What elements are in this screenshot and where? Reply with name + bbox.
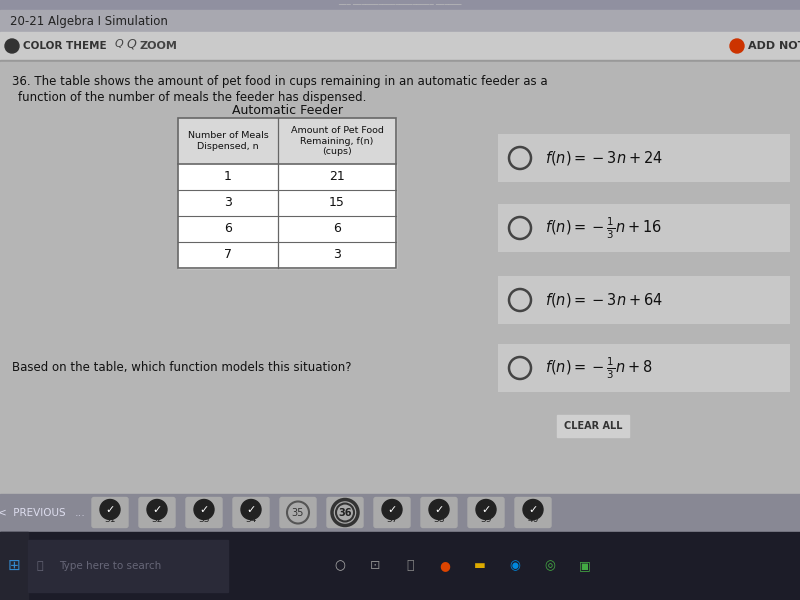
FancyBboxPatch shape: [92, 497, 128, 527]
Bar: [0, 61, 800, 493]
Bar: [28, 539, 228, 592]
Text: ✓: ✓: [199, 505, 209, 514]
Text: Automatic Feeder: Automatic Feeder: [231, 104, 342, 118]
Circle shape: [241, 499, 261, 520]
FancyBboxPatch shape: [139, 497, 175, 527]
Text: 7: 7: [224, 248, 232, 262]
Text: $f(n) = -3n + 64$: $f(n) = -3n + 64$: [545, 291, 663, 309]
Text: <  PREVIOUS: < PREVIOUS: [0, 508, 66, 517]
Text: Q: Q: [126, 37, 136, 50]
Text: 35: 35: [292, 508, 304, 517]
Bar: [0, 493, 800, 532]
Text: ✓: ✓: [482, 505, 490, 514]
Bar: [0, 60, 800, 61]
Text: ADD NOTE: ADD NOTE: [748, 41, 800, 51]
Text: 38: 38: [434, 515, 445, 524]
FancyBboxPatch shape: [421, 497, 457, 527]
FancyBboxPatch shape: [233, 497, 269, 527]
Bar: [498, 134, 790, 182]
Bar: [0, 532, 800, 600]
Text: 3: 3: [224, 196, 232, 209]
Text: ✓: ✓: [152, 505, 162, 514]
Text: ✓: ✓: [106, 505, 114, 514]
Text: $f(n) = -3n + 24$: $f(n) = -3n + 24$: [545, 149, 663, 167]
Text: ●: ●: [439, 559, 450, 572]
Text: 🔍: 🔍: [37, 561, 43, 571]
Text: Based on the table, which function models this situation?: Based on the table, which function model…: [12, 361, 351, 374]
Bar: [178, 118, 396, 164]
Text: 36. The table shows the amount of pet food in cups remaining in an automatic fee: 36. The table shows the amount of pet fo…: [12, 76, 548, 88]
Circle shape: [476, 499, 496, 520]
Bar: [498, 204, 790, 252]
Text: $f(n) = -\frac{1}{3}n + 8$: $f(n) = -\frac{1}{3}n + 8$: [545, 355, 653, 380]
FancyBboxPatch shape: [280, 497, 316, 527]
Bar: [0, 0, 800, 10]
Text: 6: 6: [333, 223, 341, 235]
Circle shape: [429, 499, 449, 520]
Text: ○: ○: [334, 559, 346, 572]
FancyBboxPatch shape: [186, 497, 222, 527]
Text: ✓: ✓: [246, 505, 256, 514]
Text: ─── ─────────────────── ──────: ─── ─────────────────── ──────: [338, 2, 462, 8]
Text: ⊡: ⊡: [370, 559, 380, 572]
Bar: [498, 276, 790, 324]
Text: ...: ...: [74, 508, 86, 517]
Bar: [178, 242, 396, 268]
Text: ✓: ✓: [528, 505, 538, 514]
Text: $f(n) = -\frac{1}{3}n + 16$: $f(n) = -\frac{1}{3}n + 16$: [545, 215, 662, 241]
Circle shape: [100, 499, 120, 520]
Text: ▣: ▣: [579, 559, 591, 572]
Text: Q: Q: [115, 39, 124, 49]
FancyBboxPatch shape: [327, 497, 363, 527]
Bar: [557, 415, 629, 437]
Circle shape: [5, 39, 19, 53]
Bar: [498, 344, 790, 392]
Text: 37: 37: [386, 515, 398, 524]
Text: ✓: ✓: [434, 505, 444, 514]
Bar: [0, 10, 800, 32]
Text: 15: 15: [329, 196, 345, 209]
Text: ✓: ✓: [387, 505, 397, 514]
Text: 34: 34: [246, 515, 257, 524]
Bar: [0, 32, 800, 60]
Text: CLEAR ALL: CLEAR ALL: [564, 421, 622, 431]
FancyBboxPatch shape: [468, 497, 504, 527]
Text: ⊞: ⊞: [8, 558, 20, 573]
Text: Type here to search: Type here to search: [59, 561, 161, 571]
Text: ▬: ▬: [474, 559, 486, 572]
Text: 🔒: 🔒: [406, 559, 414, 572]
FancyBboxPatch shape: [515, 497, 551, 527]
Text: COLOR THEME: COLOR THEME: [23, 41, 106, 51]
Text: 33: 33: [198, 515, 210, 524]
Circle shape: [147, 499, 167, 520]
Text: 40: 40: [527, 515, 538, 524]
Text: ◎: ◎: [545, 559, 555, 572]
Circle shape: [382, 499, 402, 520]
Text: ◉: ◉: [510, 559, 521, 572]
Text: 39: 39: [480, 515, 492, 524]
Text: Amount of Pet Food
Remaining, f(n)
(cups): Amount of Pet Food Remaining, f(n) (cups…: [290, 126, 383, 156]
Text: 3: 3: [333, 248, 341, 262]
Text: 31: 31: [104, 515, 116, 524]
Text: 1: 1: [224, 170, 232, 184]
Text: 6: 6: [224, 223, 232, 235]
Text: 20-21 Algebra I Simulation: 20-21 Algebra I Simulation: [10, 14, 168, 28]
Text: ZOOM: ZOOM: [140, 41, 178, 51]
Bar: [178, 190, 396, 216]
Bar: [178, 118, 396, 268]
Bar: [0, 532, 28, 600]
Bar: [178, 164, 396, 190]
Circle shape: [730, 39, 744, 53]
Text: 32: 32: [151, 515, 162, 524]
Circle shape: [194, 499, 214, 520]
Bar: [178, 216, 396, 242]
Text: function of the number of meals the feeder has dispensed.: function of the number of meals the feed…: [18, 91, 366, 103]
Text: 36: 36: [338, 508, 352, 517]
FancyBboxPatch shape: [374, 497, 410, 527]
Text: Number of Meals
Dispensed, n: Number of Meals Dispensed, n: [188, 131, 268, 151]
Text: 21: 21: [329, 170, 345, 184]
Circle shape: [523, 499, 543, 520]
